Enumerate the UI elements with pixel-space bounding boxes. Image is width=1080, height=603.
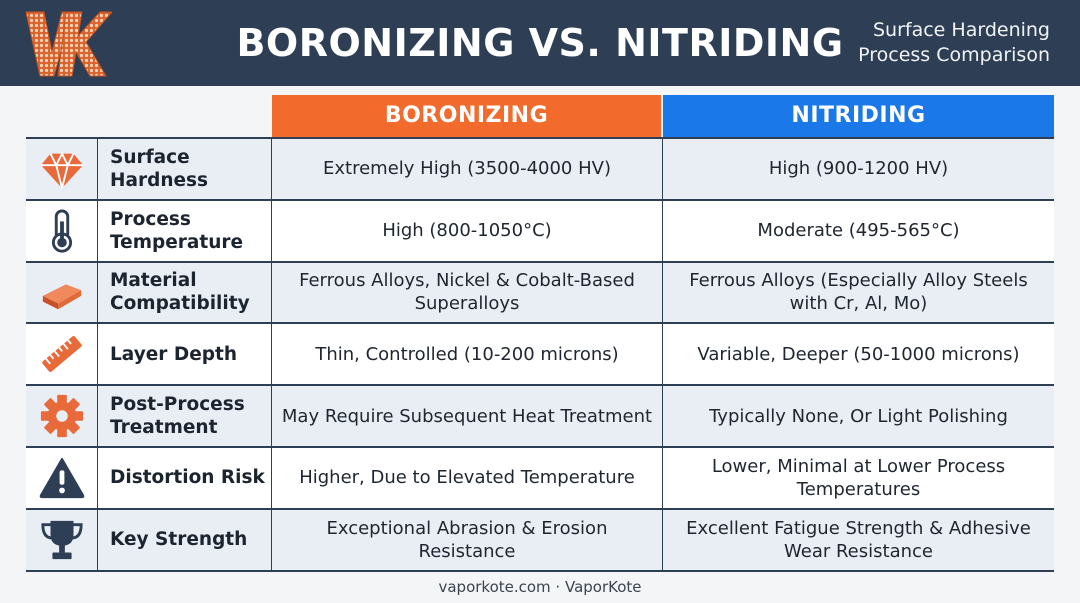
row-label: Layer Depth [98, 324, 272, 385]
comparison-table: Surface Hardness Extremely High (3500-400… [26, 137, 1054, 572]
row-icon-cell [26, 200, 98, 261]
row-icon-cell [26, 139, 98, 199]
row-label-line-1: Distortion Risk [110, 467, 265, 489]
boronizing-value: Extremely High (3500-4000 HV) [272, 139, 663, 199]
column-header-boronizing: BORONIZING [272, 95, 661, 137]
page-subtitle: Surface Hardening Process Comparison [810, 18, 1050, 68]
warning-icon [39, 457, 84, 498]
nitriding-value: Excellent Fatigue Strength & Adhesive We… [686, 517, 1031, 562]
boronizing-value: Higher, Due to Elevated Temperature [272, 447, 663, 508]
row-icon-cell [26, 324, 98, 385]
row-label-line-1: Post-Process [110, 394, 245, 416]
subtitle-line-2: Process Comparison [858, 44, 1050, 66]
boronizing-value: Ferrous Alloys, Nickel & Cobalt-Based Su… [272, 262, 663, 323]
table-row-surface-hardness: Surface Hardness Extremely High (3500-400… [26, 139, 1054, 201]
boronizing-value: Exceptional Abrasion & Erosion Resistanc… [272, 509, 663, 570]
row-label-line-1: Key Strength [110, 529, 248, 551]
nitriding-value: High (900-1200 HV) [768, 158, 949, 180]
trophy-icon [40, 520, 83, 559]
metal-plate-icon [42, 284, 81, 310]
table-row-process-temperature: Process Temperature High (800-1050°C) Mod… [26, 200, 1054, 263]
table-row-layer-depth: Layer Depth Thin, Controlled (10-200 mic… [26, 324, 1054, 387]
row-icon-cell [26, 386, 98, 446]
row-label: Post-Process Treatment [98, 386, 272, 446]
row-label: Surface Hardness [98, 139, 272, 199]
row-label-line-2: Temperature [110, 231, 244, 253]
nitriding-value: Moderate (495-565°C) [757, 220, 960, 242]
row-label: Distortion Risk [98, 447, 272, 508]
row-icon-cell [26, 509, 98, 570]
subtitle-line-1: Surface Hardening [872, 19, 1050, 41]
row-icon-cell [26, 447, 98, 508]
nitriding-value: Ferrous Alloys (Especially Alloy Steels … [689, 270, 1028, 315]
table-row-distortion-risk: Distortion Risk Higher, Due to Elevated … [26, 447, 1054, 510]
row-label: Key Strength [98, 509, 272, 570]
ruler-icon [41, 336, 82, 373]
row-label: Process Temperature [98, 200, 272, 261]
nitriding-value: Variable, Deeper (50-1000 microns) [697, 343, 1020, 365]
row-label-line-1: Layer Depth [110, 343, 238, 365]
page-title-text: BORONIZING VS. NITRIDING [236, 21, 844, 65]
vaporkote-logo [25, 11, 112, 77]
table-row-material-compatibility: Material Compatibility Ferrous Alloys, Ni… [26, 262, 1054, 325]
row-label-line-2: Treatment [110, 417, 218, 439]
row-label-line-2: Hardness [110, 169, 209, 191]
row-label-line-1: Material [110, 270, 197, 292]
row-label-line-2: Compatibility [110, 293, 250, 315]
thermometer-icon [51, 209, 72, 253]
table-row-post-process-treatment: Post-Process Treatment May Require Subseq… [26, 386, 1054, 448]
nitriding-value: Lower, Minimal at Lower Process Temperat… [711, 455, 1006, 500]
boronizing-value: High (800-1050°C) [272, 200, 663, 261]
page-title: BORONIZING VS. NITRIDING [0, 0, 1080, 86]
table-row-key-strength: Key Strength Exceptional Abrasion & Eros… [26, 509, 1054, 572]
footer-credit: vaporkote.com · VaporKote [438, 578, 642, 596]
row-icon-cell [26, 262, 98, 323]
row-label-line-1: Process [110, 208, 191, 230]
boronizing-value: Thin, Controlled (10-200 microns) [272, 324, 663, 385]
diamond-icon [40, 151, 83, 189]
row-label: Material Compatibility [98, 262, 272, 323]
gear-icon [40, 394, 83, 438]
column-header-nitriding: NITRIDING [663, 95, 1054, 137]
row-label-line-1: Surface [110, 146, 190, 168]
nitriding-value: Typically None, Or Light Polishing [709, 405, 1008, 427]
header-bar: BORONIZING VS. NITRIDING Surface Hardeni… [0, 0, 1080, 86]
boronizing-value: May Require Subsequent Heat Treatment [272, 386, 663, 446]
